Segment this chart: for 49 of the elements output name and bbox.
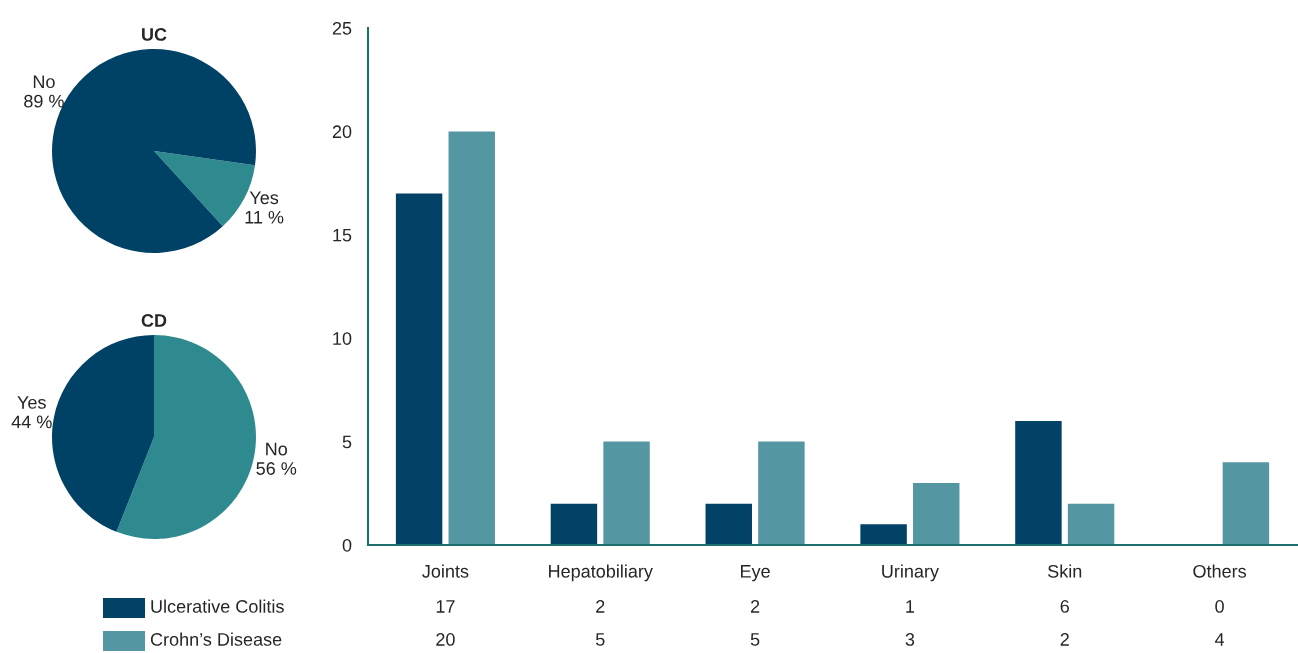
data-label: 5 [595, 633, 605, 646]
y-tick-label: 15 [333, 228, 352, 242]
bar [758, 441, 805, 545]
data-label: 6 [1060, 600, 1069, 613]
y-tick-label: 5 [342, 435, 352, 449]
data-label: 4 [1214, 633, 1225, 646]
bar [1067, 503, 1115, 545]
data-label: 3 [905, 633, 915, 646]
data-label: 2 [596, 600, 605, 613]
bar [603, 441, 650, 545]
slice-label: No [266, 442, 288, 456]
chart-title: UC [142, 28, 167, 41]
x-tick-label: Eye [741, 565, 770, 582]
legend-label: Crohn’s Disease [150, 632, 282, 646]
slice-label: No [33, 75, 55, 89]
data-label: 2 [1060, 633, 1069, 646]
data-label: 89 % [24, 94, 64, 108]
data-label: 44 % [11, 415, 52, 429]
bar [395, 193, 443, 545]
data-label: 1 [906, 600, 915, 613]
data-label: 20 [436, 633, 455, 646]
bar [550, 503, 598, 545]
bar [448, 131, 495, 545]
x-tick-label: Joints [422, 564, 469, 578]
y-tick-label: 10 [333, 332, 352, 345]
data-label: 2 [750, 600, 760, 613]
pie-slice [52, 335, 154, 532]
bar [1015, 420, 1062, 545]
y-tick-label: 20 [332, 125, 352, 139]
data-label: 11 % [245, 210, 284, 224]
chart-title: CD [141, 314, 167, 327]
bar [913, 482, 960, 545]
slice-label: Yes [17, 396, 46, 409]
bar [705, 503, 752, 545]
data-label: 56 % [256, 462, 297, 475]
legend-label: Ulcerative Colitis [151, 599, 284, 613]
slice-label: Yes [249, 191, 279, 205]
pie-slice [116, 335, 256, 539]
x-tick-label: Urinary [882, 564, 939, 582]
bar [1222, 462, 1270, 545]
y-tick-label: 25 [332, 21, 352, 35]
bar [860, 524, 907, 545]
x-tick-label: Hepatobiliary [549, 564, 653, 582]
data-label: 0 [1215, 600, 1224, 613]
data-label: 5 [750, 633, 760, 646]
x-tick-label: Skin [1048, 564, 1082, 578]
data-label: 17 [436, 600, 455, 613]
y-tick-label: 0 [342, 538, 352, 552]
x-tick-label: Others [1193, 564, 1247, 578]
